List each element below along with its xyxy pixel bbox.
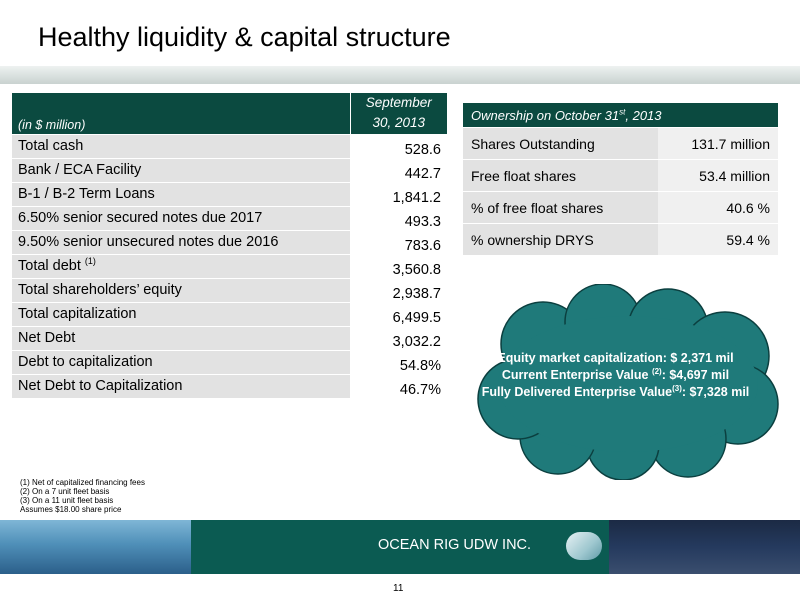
row-value: 2,938.7 [350, 278, 447, 302]
row-label-text: Total debt [18, 258, 81, 274]
row-value: 3,032.2 [350, 326, 447, 350]
ownership-header: Ownership on October 31st, 2013 [463, 103, 778, 128]
fdev-label: Fully Delivered Enterprise Value [481, 385, 673, 399]
row-value: 6,499.5 [350, 302, 447, 326]
row-label: Debt to capitalization [12, 350, 350, 374]
footnote-marker: (1) [84, 256, 96, 267]
table-row: 9.50% senior unsecured notes due 2016 783… [12, 230, 447, 254]
footnote: (3) On a 11 unit fleet basis [20, 496, 114, 505]
row-value: 783.6 [350, 230, 447, 254]
cev-value: : $4,697 mil [661, 368, 730, 382]
row-value: 54.8% [350, 350, 447, 374]
capital-structure-table: (in $ million) September 30, 2013 Total … [12, 93, 447, 398]
row-label: Total cash [12, 134, 350, 158]
row-label: Net Debt [12, 326, 350, 350]
row-value: 40.6 % [658, 191, 778, 224]
current-enterprise-value: Current Enterprise Value (2): $4,697 mil [463, 367, 768, 384]
row-label: Free float shares [463, 159, 658, 192]
ownership-header-text: Ownership on October 31 [471, 107, 620, 123]
table-row: Total shareholders’ equity 2,938.7 [12, 278, 447, 302]
row-label: % ownership DRYS [463, 223, 658, 255]
page-number: 11 [393, 583, 404, 594]
row-label: 6.50% senior secured notes due 2017 [12, 206, 350, 230]
table-row: B-1 / B-2 Term Loans 1,841.2 [12, 182, 447, 206]
row-label: Total capitalization [12, 302, 350, 326]
table-row: Net Debt 3,032.2 [12, 326, 447, 350]
ownership-header-sup: st [619, 107, 626, 117]
row-label: B-1 / B-2 Term Loans [12, 182, 350, 206]
unit-label: (in $ million) [12, 93, 350, 134]
row-value: 3,560.8 [350, 254, 447, 278]
row-value: 53.4 million [658, 159, 778, 192]
row-value: 46.7% [350, 374, 447, 398]
table-row: Free float shares 53.4 million [463, 159, 778, 192]
row-label: Shares Outstanding [463, 127, 658, 160]
table-row: Net Debt to Capitalization 46.7% [12, 374, 447, 398]
row-value: 442.7 [350, 158, 447, 182]
fdev-footnote: (3) [672, 383, 682, 393]
valuation-text: Equity market capitalization: $ 2,371 mi… [463, 350, 768, 401]
row-value: 131.7 million [658, 127, 778, 160]
row-label: Net Debt to Capitalization [12, 374, 350, 398]
table-row: Debt to capitalization 54.8% [12, 350, 447, 374]
footnote: Assumes $18.00 share price [20, 505, 122, 514]
ownership-header-suffix: , 2013 [625, 107, 662, 123]
page-title: Healthy liquidity & capital structure [38, 22, 451, 52]
footnote: (2) On a 7 unit fleet basis [20, 487, 110, 496]
rig-photo [609, 520, 800, 574]
equity-market-cap: Equity market capitalization: $ 2,371 mi… [497, 351, 734, 365]
row-label: % of free float shares [463, 191, 658, 224]
footnote: (1) Net of capitalized financing fees [20, 478, 145, 487]
table-row: Shares Outstanding 131.7 million [463, 127, 778, 160]
valuation-cloud [477, 284, 779, 480]
row-value: 59.4 % [658, 223, 778, 255]
row-label: 9.50% senior unsecured notes due 2016 [12, 230, 350, 254]
cev-label: Current Enterprise Value [501, 368, 652, 382]
table-row: Total capitalization 6,499.5 [12, 302, 447, 326]
ownership-table: Ownership on October 31st, 2013 Shares O… [463, 103, 778, 255]
row-value: 1,841.2 [350, 182, 447, 206]
company-name: OCEAN RIG UDW INC. [378, 537, 532, 553]
row-label: Total debt (1) [12, 254, 350, 278]
table-row: Total debt (1) 3,560.8 [12, 254, 447, 278]
drillship-photo [0, 520, 191, 574]
row-value: 528.6 [350, 134, 447, 158]
table-row: % of free float shares 40.6 % [463, 191, 778, 224]
fully-delivered-enterprise-value: Fully Delivered Enterprise Value(3): $7,… [463, 384, 768, 401]
row-label: Bank / ECA Facility [12, 158, 350, 182]
row-value: 493.3 [350, 206, 447, 230]
footnotes: (1) Net of capitalized financing fees (2… [20, 478, 145, 514]
title-divider [0, 66, 800, 84]
fdev-value: : $7,328 mil [681, 385, 750, 399]
table-row: 6.50% senior secured notes due 2017 493.3 [12, 206, 447, 230]
date-header: September 30, 2013 [349, 93, 447, 134]
table-row: % ownership DRYS 59.4 % [463, 223, 778, 255]
row-label: Total shareholders’ equity [12, 278, 350, 302]
table-row: Total cash 528.6 [12, 134, 447, 158]
table-row: Bank / ECA Facility 442.7 [12, 158, 447, 182]
company-logo-icon [566, 532, 602, 560]
cev-footnote: (2) [651, 366, 662, 376]
